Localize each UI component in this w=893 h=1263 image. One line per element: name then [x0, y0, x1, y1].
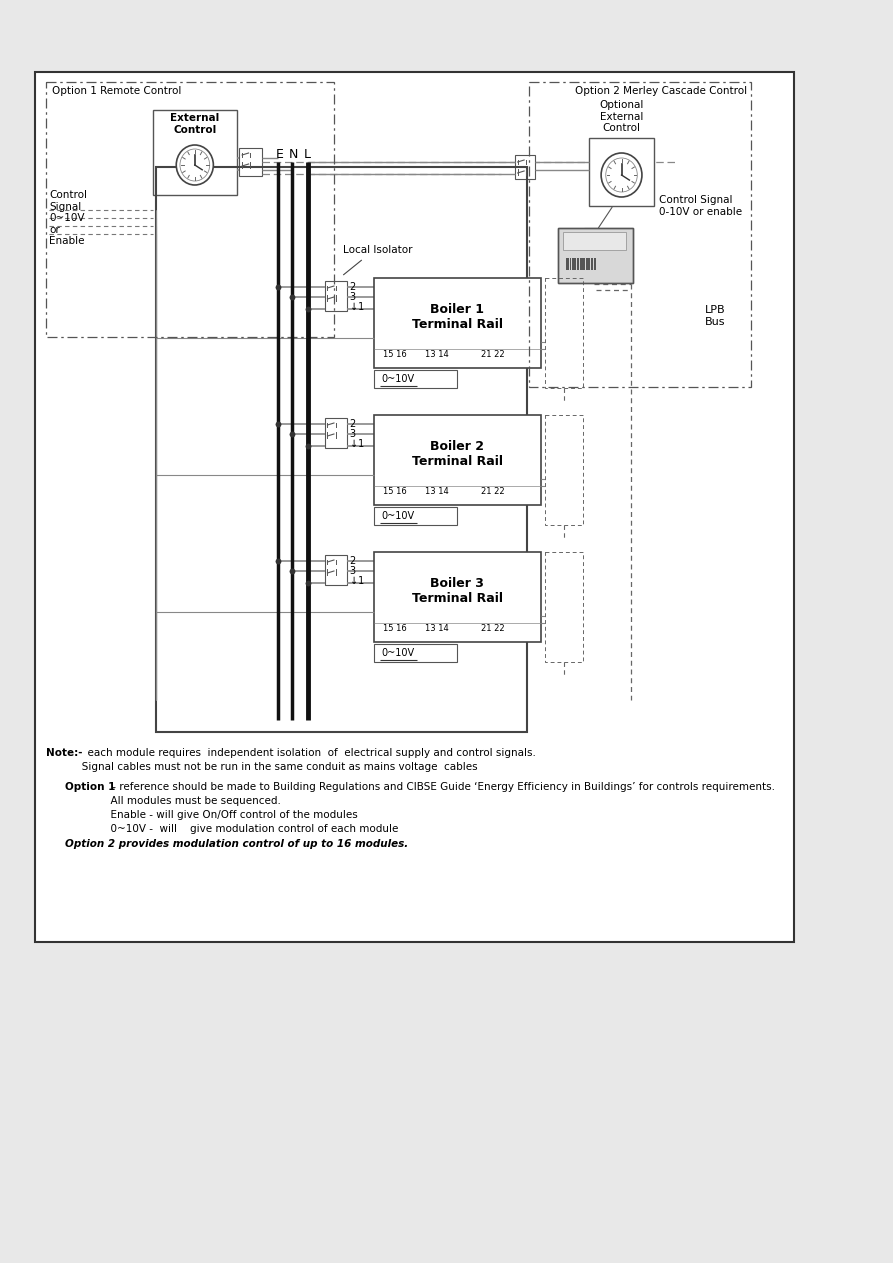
Text: 3: 3: [350, 429, 355, 440]
Text: 15 16: 15 16: [383, 624, 407, 633]
Text: N: N: [288, 148, 298, 160]
Text: Enable - will give On/Off control of the modules: Enable - will give On/Off control of the…: [65, 810, 358, 820]
Text: Boiler 3
Terminal Rail: Boiler 3 Terminal Rail: [412, 577, 503, 605]
Text: Option 1: Option 1: [65, 782, 115, 792]
Bar: [374, 506, 457, 525]
Bar: [591, 258, 593, 270]
Bar: [153, 110, 237, 195]
Text: 21 22: 21 22: [480, 350, 505, 359]
Bar: [325, 280, 347, 311]
Bar: [572, 258, 576, 270]
Bar: [374, 370, 457, 388]
Bar: [515, 155, 535, 179]
Text: Signal cables must not be run in the same conduit as mains voltage  cables: Signal cables must not be run in the sam…: [46, 762, 478, 772]
Bar: [374, 278, 541, 368]
Text: 15 16: 15 16: [383, 488, 407, 496]
Circle shape: [601, 153, 642, 197]
Bar: [580, 258, 582, 270]
Text: Control
Signal
0~10V
or
Enable: Control Signal 0~10V or Enable: [49, 189, 88, 246]
Bar: [35, 72, 794, 942]
Bar: [577, 258, 579, 270]
Text: ↓1: ↓1: [350, 440, 364, 450]
Text: External
Control: External Control: [171, 112, 220, 135]
Bar: [583, 258, 585, 270]
Text: 13 14: 13 14: [425, 488, 448, 496]
Text: Option 1 Remote Control: Option 1 Remote Control: [52, 86, 181, 96]
Bar: [594, 258, 597, 270]
Text: Boiler 1
Terminal Rail: Boiler 1 Terminal Rail: [412, 303, 503, 331]
Text: LPB
Bus: LPB Bus: [705, 304, 726, 327]
Bar: [374, 552, 541, 642]
Text: 13 14: 13 14: [425, 624, 448, 633]
Text: ManualsLib: ManualsLib: [236, 426, 599, 635]
Bar: [563, 232, 626, 250]
Text: 21 22: 21 22: [480, 624, 505, 633]
Bar: [325, 418, 347, 448]
Text: Option 2 provides modulation control of up to 16 modules.: Option 2 provides modulation control of …: [65, 839, 408, 849]
Text: 2: 2: [350, 282, 356, 292]
Bar: [570, 258, 572, 270]
Bar: [558, 229, 632, 283]
Bar: [374, 644, 457, 662]
Text: Optional
External
Control: Optional External Control: [599, 100, 644, 133]
Bar: [546, 552, 582, 662]
Text: 0~10V -  will    give modulation control of each module: 0~10V - will give modulation control of …: [65, 823, 398, 834]
Text: 3: 3: [350, 292, 355, 302]
Text: 0~10V: 0~10V: [381, 648, 414, 658]
Bar: [589, 138, 654, 206]
Text: 2: 2: [350, 419, 356, 429]
Text: 15 16: 15 16: [383, 350, 407, 359]
Text: 0~10V: 0~10V: [381, 374, 414, 384]
Text: 3: 3: [350, 566, 355, 576]
Bar: [529, 82, 751, 386]
Bar: [566, 258, 569, 270]
Text: 21 22: 21 22: [480, 488, 505, 496]
Text: E: E: [275, 148, 283, 160]
Text: 13 14: 13 14: [425, 350, 448, 359]
Bar: [558, 229, 632, 283]
Bar: [546, 416, 582, 525]
Text: Note:-: Note:-: [46, 748, 83, 758]
Text: ↓1: ↓1: [350, 576, 364, 586]
Bar: [374, 416, 541, 505]
Text: Local Isolator: Local Isolator: [343, 245, 413, 255]
Bar: [587, 258, 590, 270]
Bar: [46, 82, 334, 337]
Text: All modules must be sequenced.: All modules must be sequenced.: [65, 796, 280, 806]
Bar: [546, 278, 582, 388]
Bar: [239, 148, 262, 176]
Text: ↓1: ↓1: [350, 302, 364, 312]
Circle shape: [176, 145, 213, 184]
Text: Option 2 Merley Cascade Control: Option 2 Merley Cascade Control: [575, 86, 747, 96]
Bar: [156, 167, 527, 733]
Text: - reference should be made to Building Regulations and CIBSE Guide ‘Energy Effic: - reference should be made to Building R…: [109, 782, 774, 792]
Bar: [325, 554, 347, 585]
Text: 2: 2: [350, 556, 356, 566]
Text: Control Signal
0-10V or enable: Control Signal 0-10V or enable: [659, 195, 742, 216]
Text: each module requires  independent isolation  of  electrical supply and control s: each module requires independent isolati…: [80, 748, 536, 758]
Text: L: L: [304, 148, 311, 160]
Text: 0~10V: 0~10V: [381, 512, 414, 522]
Text: Boiler 2
Terminal Rail: Boiler 2 Terminal Rail: [412, 440, 503, 469]
